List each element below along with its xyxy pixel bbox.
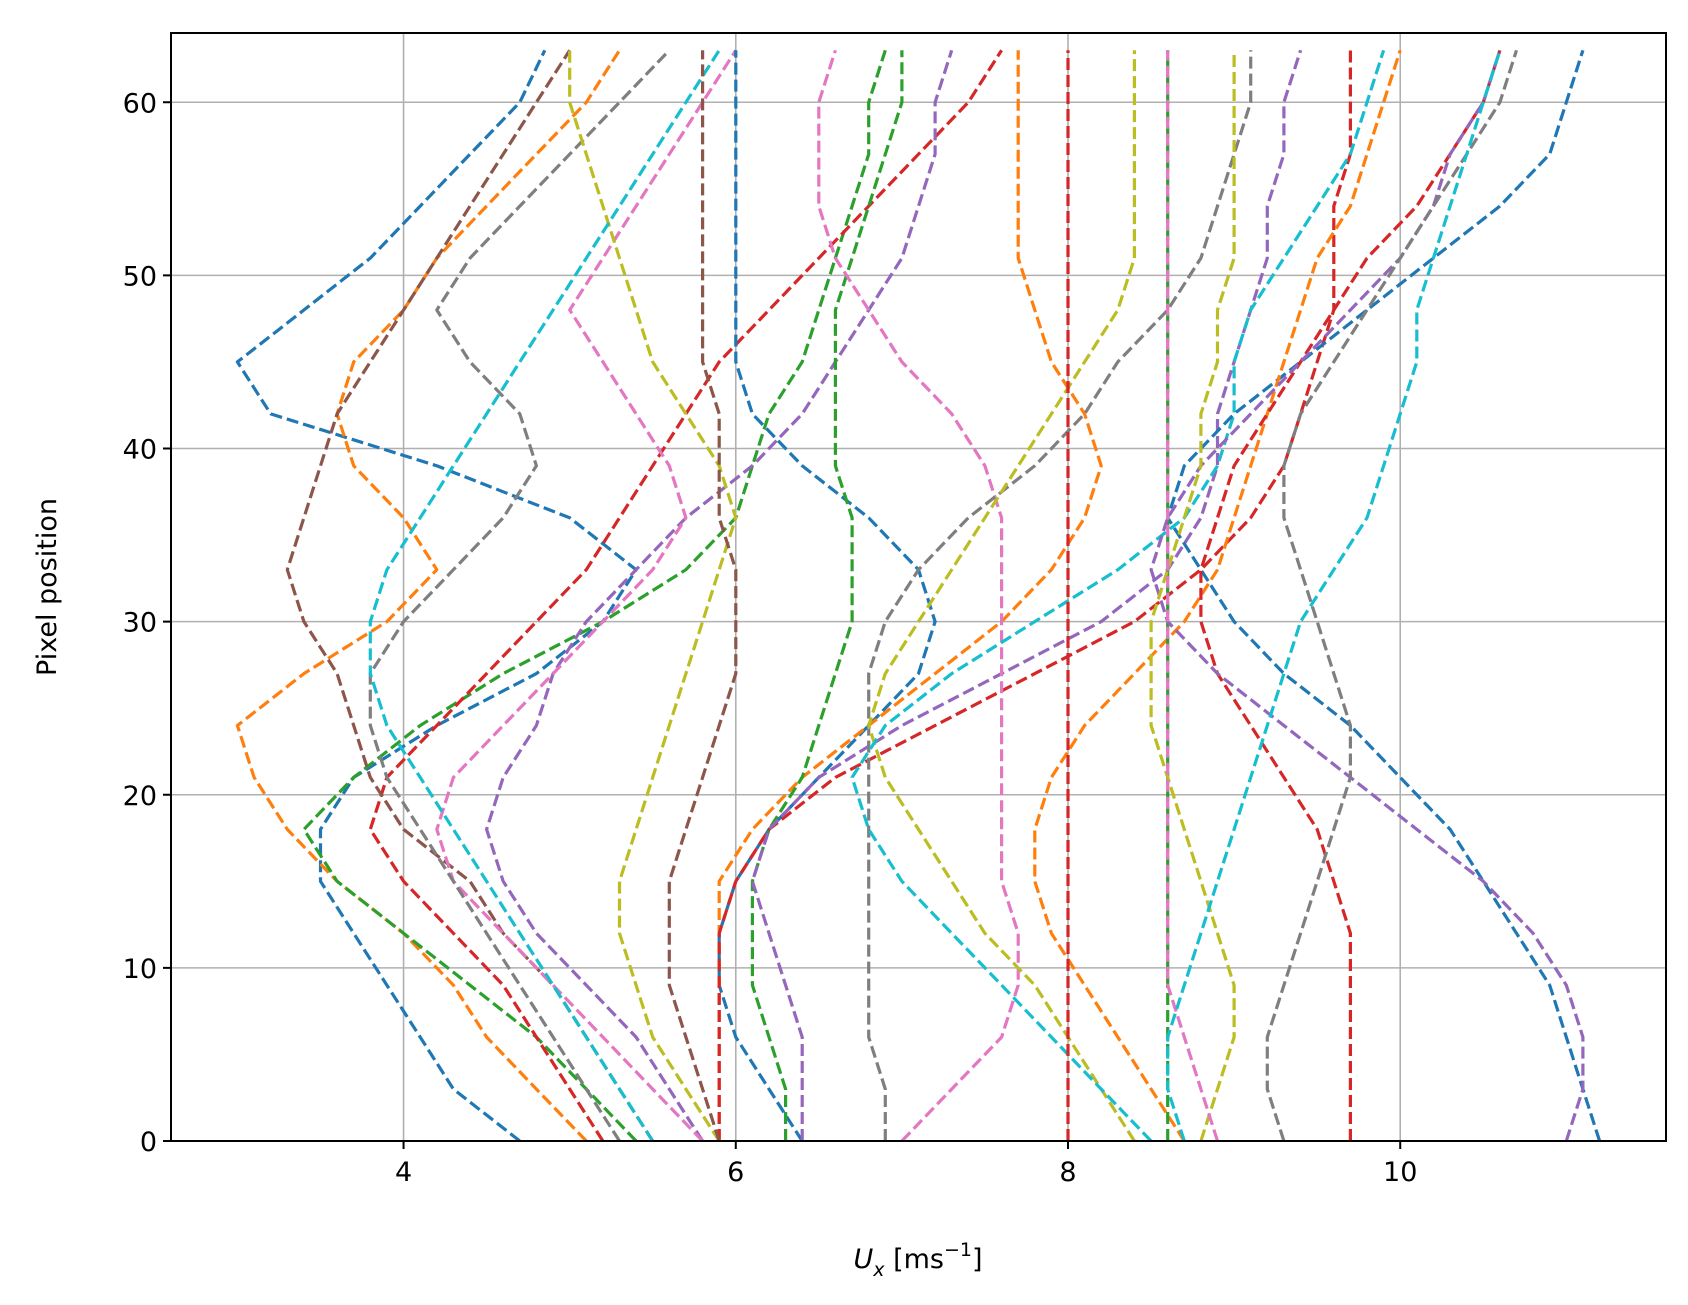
series-line-5	[485, 49, 954, 1142]
y-tick-label: 10	[123, 954, 157, 985]
series-line-4	[368, 49, 1003, 1142]
x-tick-label: 6	[727, 1157, 744, 1188]
series-line-21	[1166, 49, 1602, 1142]
x-axis-label-base: U	[853, 1244, 873, 1275]
series-line-10	[368, 49, 721, 1142]
series-group	[235, 49, 1602, 1143]
series-line-20	[850, 49, 1386, 1143]
y-tick-label: 60	[123, 88, 157, 119]
plot-frame	[170, 32, 1667, 1142]
x-axis-label-unit-suffix: ]	[972, 1244, 983, 1275]
series-line-1	[235, 49, 638, 1143]
y-axis-label: Pixel position	[32, 498, 63, 676]
series-line-28	[1166, 50, 1220, 1142]
y-axis-ticks: 0 10 20 30 40 50 60	[123, 88, 171, 1158]
series-line-16	[667, 50, 738, 1142]
series-line-24	[1199, 49, 1502, 1141]
x-tick-label: 10	[1383, 1157, 1417, 1188]
series-line-13	[750, 50, 904, 1141]
x-axis-label: Ux [ms−1]	[853, 1239, 982, 1281]
x-tick-label: 4	[395, 1157, 412, 1188]
x-axis-label-superscript: −1	[944, 1239, 972, 1261]
x-axis-label-unit-prefix: [ms	[884, 1244, 943, 1275]
series-line-8	[368, 49, 671, 1142]
y-tick-label: 50	[123, 261, 157, 292]
series-line-15	[750, 49, 1303, 1141]
series-line-9	[568, 50, 738, 1142]
series-line-17	[817, 49, 1020, 1143]
series-line-18	[867, 50, 1253, 1141]
x-tick-label: 8	[1059, 1157, 1076, 1188]
y-tick-label: 30	[123, 608, 157, 639]
series-line-29	[1166, 49, 1502, 1142]
x-axis-label-subscript: x	[872, 1259, 885, 1281]
y-tick-label: 20	[123, 781, 157, 812]
series-line-27	[1149, 50, 1236, 1142]
series-line-7	[435, 49, 738, 1143]
series-line-19	[867, 50, 1137, 1142]
y-tick-label: 0	[140, 1127, 157, 1158]
series-line-26	[1265, 49, 1519, 1142]
y-tick-label: 40	[123, 435, 157, 466]
x-axis-ticks: 4 6 8 10	[395, 1141, 1417, 1188]
series-line-2	[235, 49, 621, 1143]
